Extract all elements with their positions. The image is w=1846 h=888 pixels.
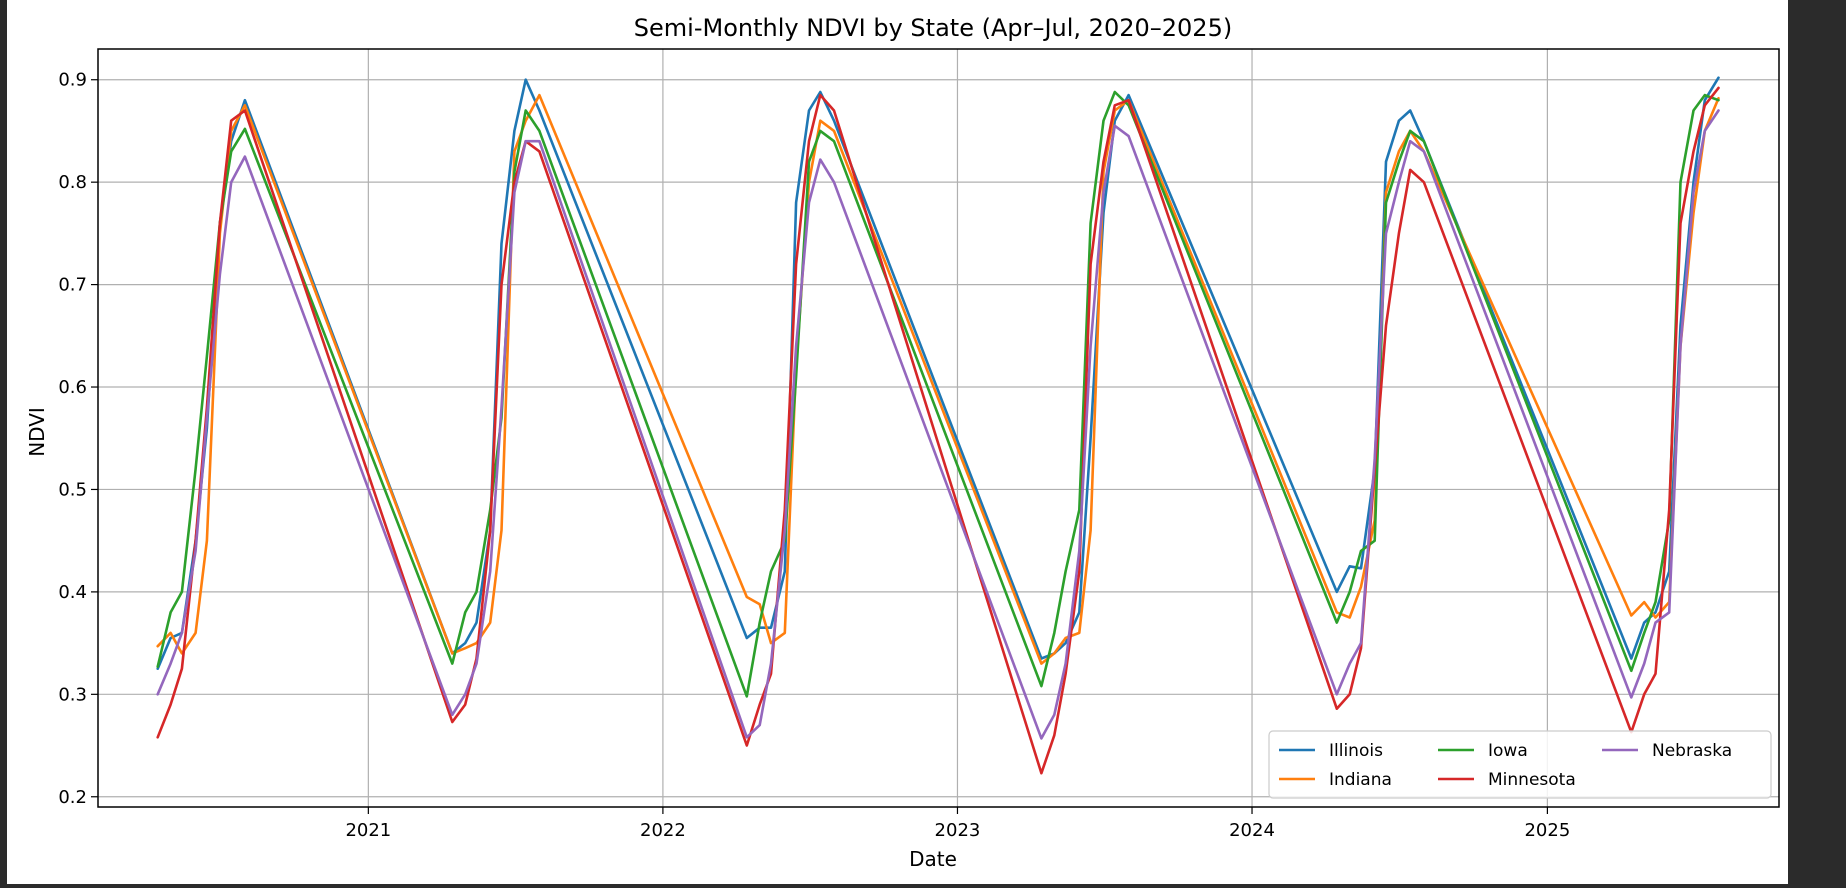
x-tick-label: 2022 <box>640 820 686 841</box>
legend-label-iowa: Iowa <box>1488 741 1528 761</box>
y-tick-label: 0.3 <box>58 684 87 705</box>
legend-label-illinois: Illinois <box>1329 741 1383 761</box>
legend-box <box>1268 730 1772 799</box>
y-axis-ticks: 0.2 0.3 0.4 0.5 0.6 0.7 0.8 0.9 <box>58 70 98 808</box>
y-axis-label: NDVI <box>25 407 49 457</box>
legend-label-minnesota: Minnesota <box>1488 770 1576 790</box>
series-line-minnesota <box>156 86 1720 775</box>
x-axis-label: Date <box>909 847 957 871</box>
series-line-indiana <box>156 93 1720 665</box>
y-tick-label: 0.7 <box>58 275 87 296</box>
series-lines <box>156 76 1720 775</box>
chart-canvas: Semi-Monthly NDVI by State (Apr–Jul, 202… <box>7 0 1788 884</box>
y-tick-label: 0.5 <box>58 479 87 500</box>
x-tick-label: 2023 <box>935 820 981 841</box>
legend: Illinois Indiana Iowa Minnesota Nebraska <box>1268 730 1772 799</box>
y-tick-label: 0.4 <box>58 582 87 603</box>
y-tick-label: 0.2 <box>58 787 87 808</box>
ndvi-line-chart: Semi-Monthly NDVI by State (Apr–Jul, 202… <box>25 14 1780 871</box>
plot-frame <box>97 48 1780 808</box>
x-axis-ticks: 2021 2022 2023 2024 2025 <box>345 807 1570 841</box>
grid-lines <box>98 49 1779 807</box>
y-tick-label: 0.9 <box>58 70 87 91</box>
series-line-iowa <box>156 90 1720 698</box>
x-tick-label: 2024 <box>1229 820 1275 841</box>
x-tick-label: 2025 <box>1524 820 1570 841</box>
series-line-nebraska <box>156 109 1720 740</box>
legend-label-nebraska: Nebraska <box>1652 741 1732 761</box>
x-tick-label: 2021 <box>345 820 391 841</box>
window-edge <box>1788 0 1846 884</box>
y-tick-label: 0.8 <box>58 172 87 193</box>
y-tick-label: 0.6 <box>58 377 87 398</box>
series-line-illinois <box>156 76 1720 671</box>
chart-title: Semi-Monthly NDVI by State (Apr–Jul, 202… <box>634 14 1232 42</box>
legend-label-indiana: Indiana <box>1329 770 1392 790</box>
